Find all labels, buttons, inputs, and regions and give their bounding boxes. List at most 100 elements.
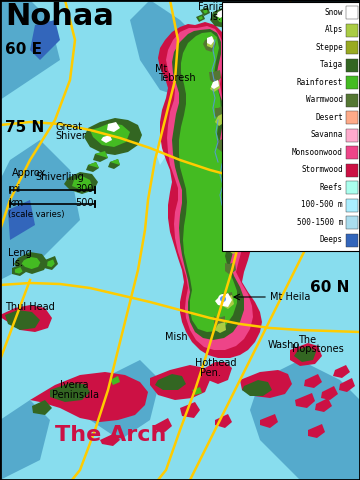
- Polygon shape: [130, 0, 220, 100]
- Polygon shape: [260, 414, 278, 428]
- Text: Mt: Mt: [155, 64, 167, 74]
- Polygon shape: [0, 140, 80, 280]
- Text: Hopstones: Hopstones: [292, 344, 344, 354]
- Polygon shape: [215, 105, 226, 120]
- Text: Savanna: Savanna: [311, 131, 343, 139]
- Bar: [346, 234, 358, 247]
- Polygon shape: [155, 418, 172, 432]
- Polygon shape: [203, 9, 208, 14]
- Polygon shape: [215, 322, 226, 333]
- Text: Mt Heila: Mt Heila: [270, 292, 310, 302]
- Polygon shape: [211, 80, 219, 89]
- Polygon shape: [209, 70, 221, 84]
- Text: Farija: Farija: [198, 2, 224, 12]
- Polygon shape: [22, 257, 40, 269]
- Polygon shape: [215, 293, 232, 307]
- Polygon shape: [47, 259, 55, 267]
- Text: Warmwood: Warmwood: [306, 96, 343, 104]
- Text: Thul Head: Thul Head: [5, 302, 55, 312]
- Text: The: The: [298, 335, 316, 345]
- Polygon shape: [207, 37, 215, 48]
- Polygon shape: [280, 160, 360, 240]
- Polygon shape: [5, 310, 40, 330]
- Polygon shape: [158, 22, 262, 358]
- Polygon shape: [216, 9, 226, 18]
- Bar: [346, 94, 358, 107]
- Text: 100-500 m: 100-500 m: [301, 200, 343, 209]
- Bar: [346, 181, 358, 194]
- Polygon shape: [198, 16, 203, 20]
- Polygon shape: [93, 151, 108, 162]
- Polygon shape: [222, 179, 233, 191]
- Polygon shape: [200, 7, 210, 16]
- Polygon shape: [242, 14, 252, 23]
- Polygon shape: [222, 179, 231, 188]
- Text: Snow: Snow: [324, 8, 343, 17]
- Text: 500-1500 m: 500-1500 m: [297, 218, 343, 227]
- Text: Great: Great: [55, 122, 82, 132]
- Text: Reefs: Reefs: [320, 183, 343, 192]
- Polygon shape: [172, 29, 244, 340]
- Bar: [346, 41, 358, 54]
- Polygon shape: [203, 38, 216, 52]
- Polygon shape: [196, 14, 205, 22]
- Text: Iverra: Iverra: [60, 380, 89, 390]
- Bar: [346, 76, 358, 89]
- Text: Stormwood: Stormwood: [301, 166, 343, 174]
- Polygon shape: [280, 25, 315, 55]
- Polygon shape: [244, 16, 249, 21]
- Bar: [346, 59, 358, 72]
- Polygon shape: [179, 32, 237, 332]
- Polygon shape: [155, 135, 170, 165]
- Polygon shape: [8, 200, 35, 240]
- Polygon shape: [222, 292, 233, 305]
- Polygon shape: [294, 346, 316, 362]
- Polygon shape: [0, 0, 60, 100]
- Text: Is.: Is.: [12, 258, 23, 268]
- Text: 120 E: 120 E: [248, 5, 296, 20]
- Bar: [346, 24, 358, 37]
- Polygon shape: [30, 20, 60, 60]
- Polygon shape: [217, 13, 231, 23]
- Circle shape: [220, 296, 226, 302]
- Text: Shiverling: Shiverling: [35, 172, 84, 182]
- Bar: [346, 129, 358, 142]
- Polygon shape: [207, 36, 214, 45]
- Text: Nohaa: Nohaa: [5, 2, 114, 31]
- Polygon shape: [166, 26, 253, 350]
- Text: Approx.: Approx.: [12, 168, 49, 178]
- Polygon shape: [64, 172, 98, 194]
- Bar: [222, 2, 360, 251]
- Polygon shape: [300, 90, 335, 120]
- Text: mi: mi: [8, 184, 20, 194]
- Polygon shape: [80, 360, 160, 440]
- Polygon shape: [242, 380, 272, 396]
- Polygon shape: [12, 264, 26, 276]
- Polygon shape: [229, 243, 239, 254]
- Text: C. Nifla: C. Nifla: [235, 150, 270, 160]
- Polygon shape: [95, 151, 108, 158]
- Text: 90 E: 90 E: [310, 192, 347, 207]
- Polygon shape: [250, 360, 360, 480]
- Polygon shape: [14, 252, 48, 274]
- Polygon shape: [228, 230, 239, 244]
- Text: Deeps: Deeps: [320, 235, 343, 244]
- Text: Hothead: Hothead: [195, 358, 237, 368]
- Text: Rainforest: Rainforest: [297, 78, 343, 87]
- Bar: [346, 146, 358, 159]
- Polygon shape: [205, 362, 232, 384]
- Polygon shape: [192, 387, 202, 395]
- Polygon shape: [32, 400, 52, 415]
- Polygon shape: [210, 8, 238, 28]
- Polygon shape: [175, 30, 215, 65]
- Polygon shape: [215, 113, 225, 126]
- Text: 60 N: 60 N: [310, 280, 349, 295]
- Text: Mt Nutoi: Mt Nutoi: [272, 173, 314, 183]
- Polygon shape: [321, 386, 338, 400]
- Text: (scale varies): (scale varies): [8, 210, 64, 219]
- Text: Leng: Leng: [8, 248, 32, 258]
- Text: The Arch: The Arch: [55, 425, 166, 445]
- Polygon shape: [240, 370, 292, 398]
- Polygon shape: [107, 122, 120, 132]
- Polygon shape: [100, 433, 120, 446]
